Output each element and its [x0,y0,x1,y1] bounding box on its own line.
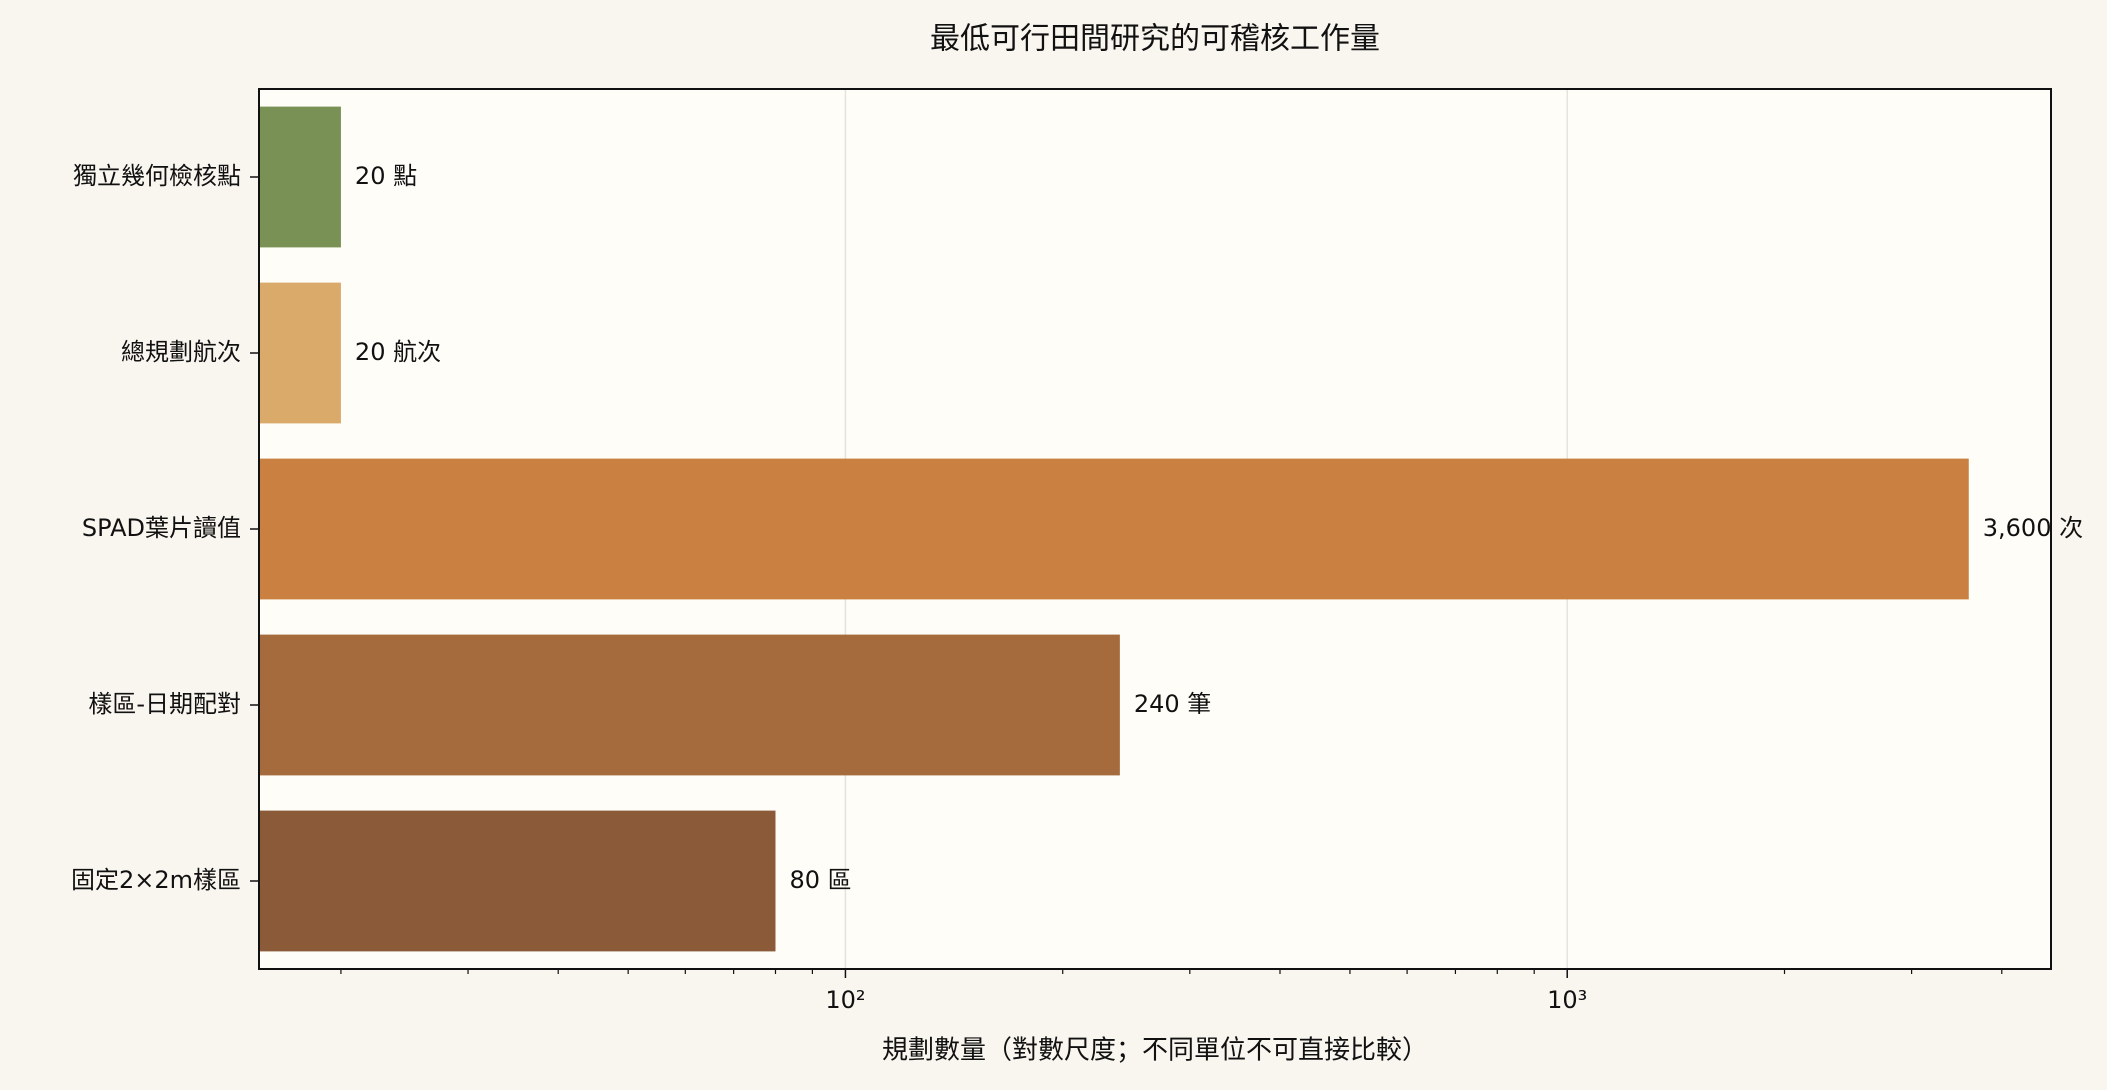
bar [259,810,776,952]
y-tick-label: 樣區-日期配對 [88,690,241,718]
value-label: 20 航次 [355,338,441,366]
value-label: 240 筆 [1134,690,1211,718]
x-tick-label: 10³ [1547,986,1587,1014]
bar [259,458,1969,600]
value-label: 3,600 次 [1983,514,2083,542]
y-tick-label: 總規劃航次 [121,338,241,366]
y-tick-label: 固定2×2m樣區 [71,866,241,894]
x-axis-label: 規劃數量（對數尺度；不同單位不可直接比較） [882,1036,1428,1066]
value-label: 80 區 [789,866,851,894]
y-tick-label: SPAD葉片讀值 [82,514,241,542]
bar [259,106,341,248]
bar [259,282,341,424]
bar [259,634,1120,776]
plot-frame [258,88,2052,970]
value-label: 20 點 [355,162,417,190]
y-tick-label: 獨立幾何檢核點 [73,162,241,190]
x-tick-label: 10² [825,986,865,1014]
chart-title: 最低可行田間研究的可稽核工作量 [930,22,1380,57]
